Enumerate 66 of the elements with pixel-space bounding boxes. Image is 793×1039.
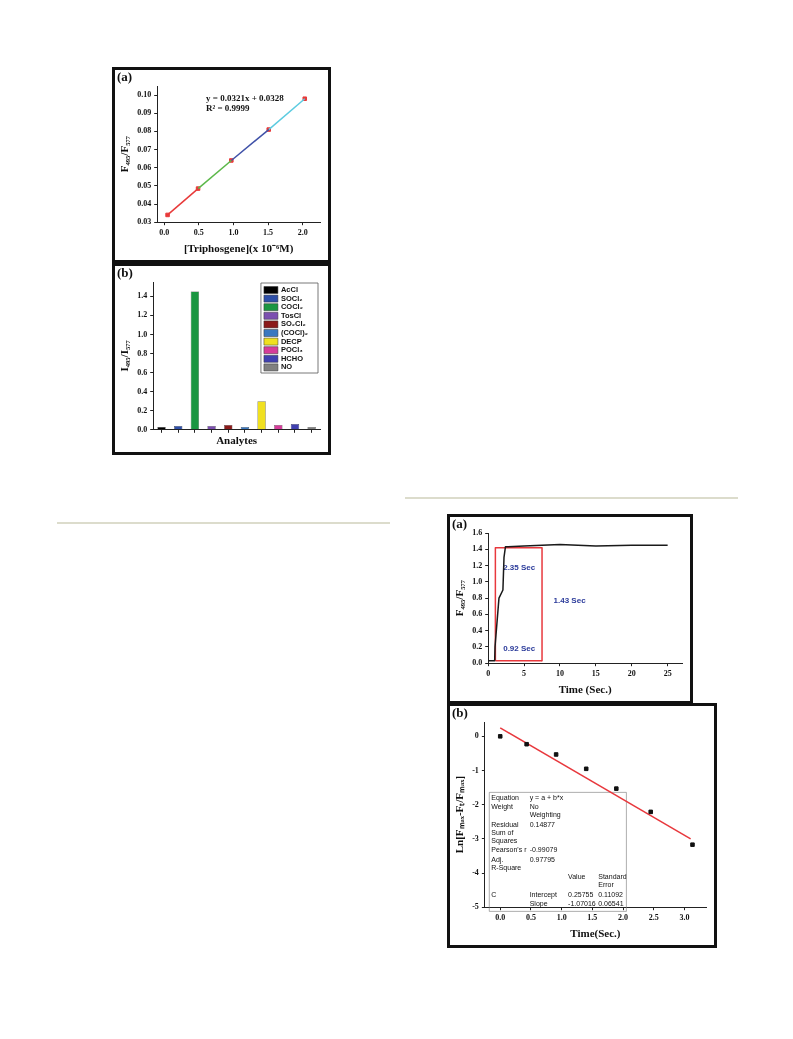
y-tick-label: 1.6 — [472, 528, 483, 538]
y-tick-label: 0.4 — [472, 625, 483, 635]
x-tick-label: 20 — [627, 669, 636, 679]
y-tick-label: 1.2 — [472, 560, 483, 570]
y-tick-label: 1.4 — [472, 544, 483, 554]
y-tick-label: 0.08 — [137, 126, 152, 136]
x-tick-label: 2.5 — [648, 913, 659, 923]
y-axis-title: Ln[Fₘₐₓ-Fₜ/Fₘₐₓ] — [453, 775, 466, 854]
y-tick-label: 1.0 — [472, 576, 483, 586]
y-tick-label: 0.6 — [137, 367, 148, 377]
y-tick-label: -2 — [472, 799, 479, 809]
x-tick-label: 0.0 — [159, 228, 170, 238]
x-tick-label: 5 — [522, 669, 527, 679]
x-tick-label: 25 — [663, 669, 672, 679]
y-tick-label: 0.03 — [137, 217, 152, 227]
y-tick-label: 0.8 — [472, 593, 483, 603]
x-tick-label: 15 — [591, 669, 600, 679]
y-tick-label: 1.2 — [137, 310, 148, 320]
chart-title: (b) — [452, 704, 468, 720]
y-tick-label: -4 — [472, 868, 479, 878]
x-axis-title: Time(Sec.) — [570, 927, 621, 941]
x-tick-label: 1.0 — [556, 913, 567, 923]
x-tick-label: 10 — [555, 669, 564, 679]
y-tick-label: 0.04 — [137, 199, 152, 209]
y-tick-label: 0.2 — [472, 641, 483, 651]
y-tick-label: 0.6 — [472, 609, 483, 619]
y-axis-title: F₄₉₅/F₅₇₇ — [118, 135, 131, 173]
x-tick-label: 2.0 — [618, 913, 629, 923]
y-tick-label: 0.2 — [137, 405, 148, 415]
chart-title: (b) — [117, 264, 133, 280]
x-axis-title: Analytes — [216, 434, 258, 447]
y-tick-label: 0.8 — [137, 348, 148, 358]
annotation: R² = 0.9999 — [206, 103, 251, 113]
x-axis-title: Time (Sec.) — [558, 683, 612, 697]
annotation: y = 0.0321x + 0.0328 — [206, 93, 285, 103]
y-axis-title: F₄₉₅/F₅₇₇ — [453, 579, 466, 617]
x-tick-label: 1.5 — [263, 228, 274, 238]
y-tick-label: 1.4 — [137, 291, 148, 301]
x-tick-label: 0.5 — [193, 228, 204, 238]
y-tick-label: -5 — [472, 902, 479, 912]
annotation: 0.92 Sec — [503, 644, 536, 654]
y-tick-label: -1 — [472, 765, 479, 775]
y-tick-label: 0.4 — [137, 386, 148, 396]
y-tick-label: 1.0 — [137, 329, 148, 339]
y-tick-label: 0.10 — [137, 90, 152, 100]
annotation: 2.35 Sec — [503, 563, 536, 573]
chart-title: (a) — [452, 515, 468, 531]
x-tick-label: 0.5 — [525, 913, 536, 923]
x-tick-label: 0 — [486, 669, 491, 679]
y-tick-label: -3 — [472, 833, 479, 843]
x-axis-title: [Triphosgene](x 10⁻⁶M) — [183, 242, 294, 256]
y-axis-title: I₄₉₅/I₅₇₇ — [118, 339, 131, 372]
x-tick-label: 1.5 — [587, 913, 598, 923]
y-tick-label: 0.0 — [137, 424, 148, 434]
x-tick-label: 2.0 — [297, 228, 308, 238]
chart-title: (a) — [117, 68, 133, 84]
y-tick-label: 0.05 — [137, 180, 152, 190]
y-tick-label: 0.07 — [137, 144, 152, 154]
x-tick-label: 0.0 — [495, 913, 506, 923]
y-tick-label: 0 — [474, 731, 479, 741]
x-tick-label: 3.0 — [679, 913, 690, 923]
annotation: 1.43 Sec — [553, 595, 587, 605]
y-tick-label: 0.0 — [472, 658, 483, 668]
x-tick-label: 1.0 — [228, 228, 239, 238]
y-tick-label: 0.09 — [137, 108, 152, 118]
y-tick-label: 0.06 — [137, 162, 152, 172]
